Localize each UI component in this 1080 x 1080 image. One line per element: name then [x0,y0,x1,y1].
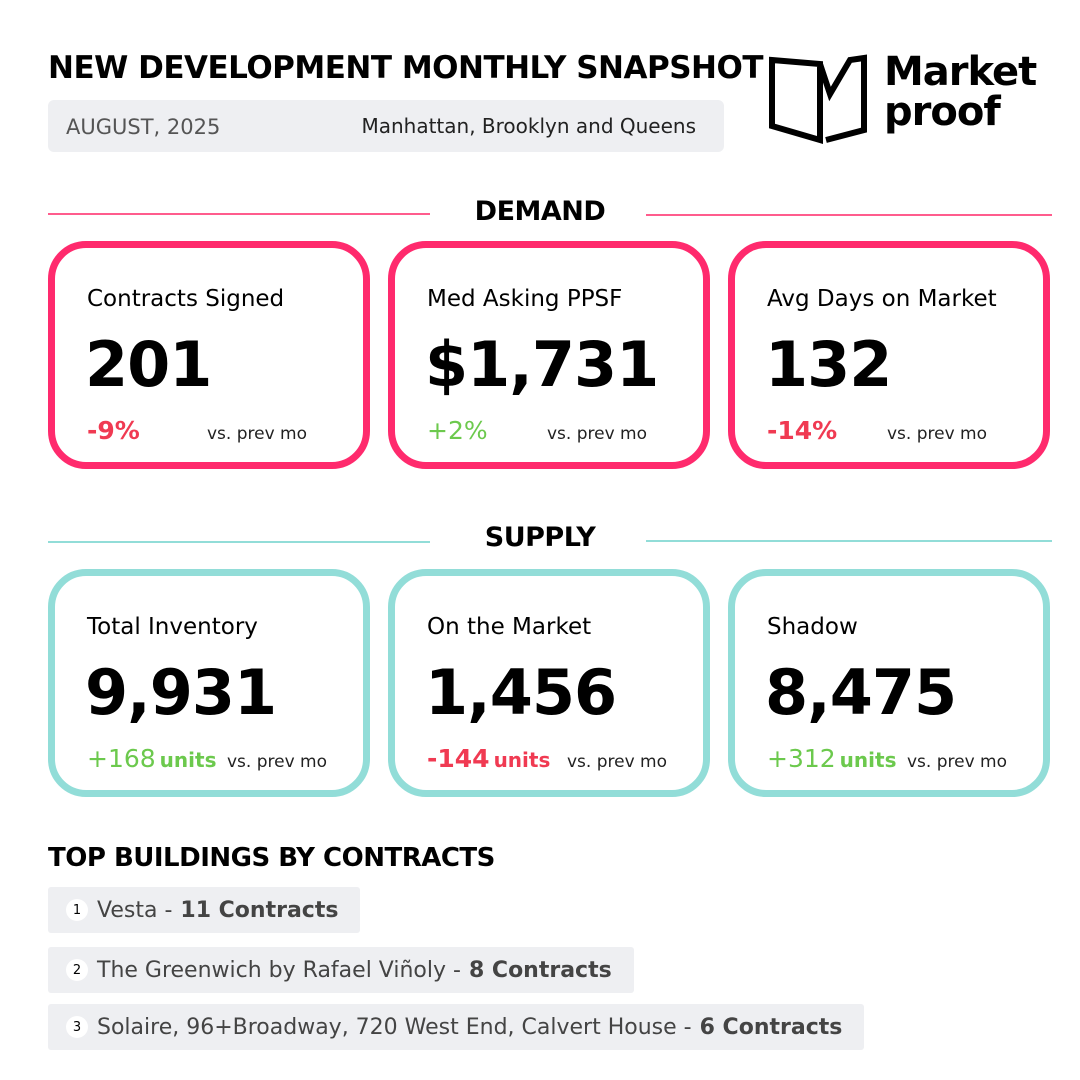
metric-label: Contracts Signed [87,286,285,312]
change-value: +312 [767,744,836,773]
region: Manhattan, Brooklyn and Queens [361,114,696,138]
date-box: AUGUST, 2025 Manhattan, Brooklyn and Que… [48,100,724,152]
metric-change: +168 units [87,744,216,773]
building-name: Vesta - [97,897,173,923]
building-name: The Greenwich by Rafael Viñoly - [97,957,461,983]
divider [48,541,430,543]
metric-label: Shadow [767,614,858,640]
change-unit: units [159,748,217,772]
rank-badge: 3 [66,1016,88,1038]
building-row: 3 Solaire, 96+Broadway, 720 West End, Cal… [48,1004,865,1050]
rank-badge: 1 [66,899,88,921]
compare-label: vs. prev mo [567,752,668,772]
logo-text: Market proof [884,49,1037,135]
compare-label: vs. prev mo [887,424,988,444]
divider [48,213,430,215]
compare-label: vs. prev mo [207,424,308,444]
building-row: 2 The Greenwich by Rafael Viñoly - 8 Contr… [48,947,634,993]
compare-label: vs. prev mo [547,424,648,444]
metric-label: Total Inventory [87,614,258,640]
compare-label: vs. prev mo [227,752,328,772]
metric-change: -144 units [427,744,550,773]
metric-change: +2% [427,416,488,445]
divider [646,540,1052,542]
divider [646,214,1052,216]
metric-card: Shadow 8,475 +312 units vs. prev mo [728,569,1050,797]
change-unit: units [493,748,551,772]
metric-label: On the Market [427,614,592,640]
top-buildings-title: TOP BUILDINGS BY CONTRACTS [48,843,495,873]
metric-label: Med Asking PPSF [427,286,623,312]
metric-value: 201 [85,328,212,401]
metric-value: 132 [765,328,892,401]
metric-value: $1,731 [425,328,659,401]
logo-mark [769,54,867,144]
building-name: Solaire, 96+Broadway, 720 West End, Calv… [97,1014,692,1040]
compare-label: vs. prev mo [907,752,1008,772]
rank-badge: 2 [66,959,88,981]
logo-line: Market [884,49,1037,95]
change-value: -14% [767,416,838,445]
metric-value: 1,456 [425,656,617,729]
section-title: DEMAND [474,196,606,227]
metric-card: Contracts Signed 201 -9% vs. prev mo [48,241,370,469]
building-contracts: 11 Contracts [180,897,339,923]
metric-card: On the Market 1,456 -144 units vs. prev mo [388,569,710,797]
metric-label: Avg Days on Market [767,286,997,312]
building-contracts: 8 Contracts [468,957,612,983]
metric-change: -9% [87,416,140,445]
metric-card: Med Asking PPSF $1,731 +2% vs. prev mo [388,241,710,469]
building-contracts: 6 Contracts [699,1014,843,1040]
title: NEW DEVELOPMENT MONTHLY SNAPSHOT [48,50,763,86]
change-value: +168 [87,744,156,773]
change-unit: units [839,748,897,772]
logo-line: proof [884,89,1001,135]
date: AUGUST, 2025 [66,115,221,139]
metric-card: Total Inventory 9,931 +168 units vs. prev mo [48,569,370,797]
metric-card: Avg Days on Market 132 -14% vs. prev mo [728,241,1050,469]
metric-change: +312 units [767,744,896,773]
section-title: SUPPLY [484,522,596,553]
change-value: -144 [427,744,490,773]
metric-change: -14% [767,416,837,445]
change-value: -9% [87,416,140,445]
metric-value: 8,475 [765,656,957,729]
change-value: +2% [427,416,488,445]
metric-value: 9,931 [85,656,277,729]
building-row: 1 Vesta - 11 Contracts [48,887,361,933]
